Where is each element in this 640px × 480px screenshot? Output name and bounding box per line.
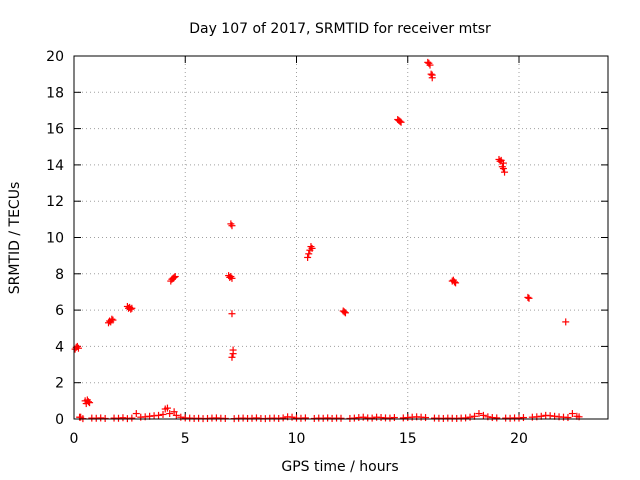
data-point — [155, 411, 163, 419]
data-point — [525, 294, 533, 302]
data-point — [427, 70, 435, 78]
data-point — [397, 118, 405, 126]
y-tick-label: 18 — [46, 85, 64, 101]
data-point — [501, 168, 509, 176]
data-point — [228, 353, 236, 361]
data-point — [170, 408, 178, 416]
data-point — [228, 222, 236, 230]
data-point — [301, 414, 309, 422]
data-point — [564, 414, 572, 422]
y-tick-label: 14 — [46, 158, 64, 174]
data-point — [279, 414, 287, 422]
data-point — [84, 398, 92, 406]
data-point — [499, 159, 507, 167]
data-point — [568, 410, 576, 418]
data-point — [119, 414, 127, 422]
data-point — [177, 413, 185, 421]
data-point — [108, 315, 116, 323]
data-point — [340, 308, 348, 316]
data-point — [479, 411, 487, 419]
data-point — [163, 404, 171, 412]
plot-frame — [73, 55, 609, 420]
data-point — [229, 346, 237, 354]
data-point — [304, 253, 312, 261]
data-point — [452, 279, 460, 287]
data-point — [288, 413, 296, 421]
data-point — [228, 310, 236, 318]
data-point — [341, 309, 349, 317]
y-tick-label: 0 — [55, 412, 64, 428]
x-tick-label: 10 — [288, 431, 306, 447]
data-point — [359, 413, 367, 421]
data-point — [221, 414, 229, 422]
data-point — [132, 410, 140, 418]
data-point — [74, 344, 82, 352]
data-point — [562, 318, 570, 326]
data-point — [337, 414, 345, 422]
data-point — [390, 414, 398, 422]
data-point — [228, 274, 236, 282]
y-axis-label: SRMTID / TECUs — [7, 182, 23, 295]
data-point — [426, 61, 434, 69]
data-point — [475, 410, 483, 418]
data-point — [450, 278, 458, 286]
data-point — [396, 117, 404, 125]
grid-lines — [74, 56, 608, 419]
data-point — [171, 273, 179, 281]
data-point — [462, 414, 470, 422]
x-tick-label: 20 — [510, 431, 528, 447]
x-tick-label: 5 — [181, 431, 190, 447]
data-point — [519, 414, 527, 422]
data-point — [159, 410, 167, 418]
data-point — [127, 305, 135, 313]
chart-title: Day 107 of 2017, SRMTID for receiver mts… — [189, 21, 491, 37]
data-point — [109, 316, 117, 324]
data-point — [466, 413, 474, 421]
data-point — [101, 414, 109, 422]
x-tick-label: 0 — [70, 431, 79, 447]
y-tick-label: 2 — [55, 376, 64, 392]
y-tick-label: 10 — [46, 231, 64, 247]
data-point — [128, 304, 136, 312]
y-tick-label: 16 — [46, 122, 64, 138]
y-tick-label: 8 — [55, 267, 64, 283]
data-point — [172, 411, 180, 419]
y-tick-label: 20 — [46, 49, 64, 65]
data-point — [493, 414, 501, 422]
y-tick-label: 12 — [46, 194, 64, 210]
y-tick-label: 6 — [55, 303, 64, 319]
data-point — [368, 414, 376, 422]
data-point — [166, 410, 174, 418]
tick-labels: 0 2 4 6 8 10 12 14 16 18 20 0 5 10 15 20 — [46, 49, 528, 447]
y-tick-label: 4 — [55, 339, 64, 355]
x-tick-label: 15 — [399, 431, 417, 447]
data-point — [86, 399, 94, 407]
data-point — [128, 414, 136, 422]
data-point — [308, 244, 316, 252]
x-axis-label: GPS time / hours — [281, 459, 398, 475]
data-point — [170, 273, 178, 281]
data-point — [524, 293, 532, 301]
data-point — [305, 250, 313, 258]
data-point — [422, 414, 430, 422]
data-point — [428, 74, 436, 82]
